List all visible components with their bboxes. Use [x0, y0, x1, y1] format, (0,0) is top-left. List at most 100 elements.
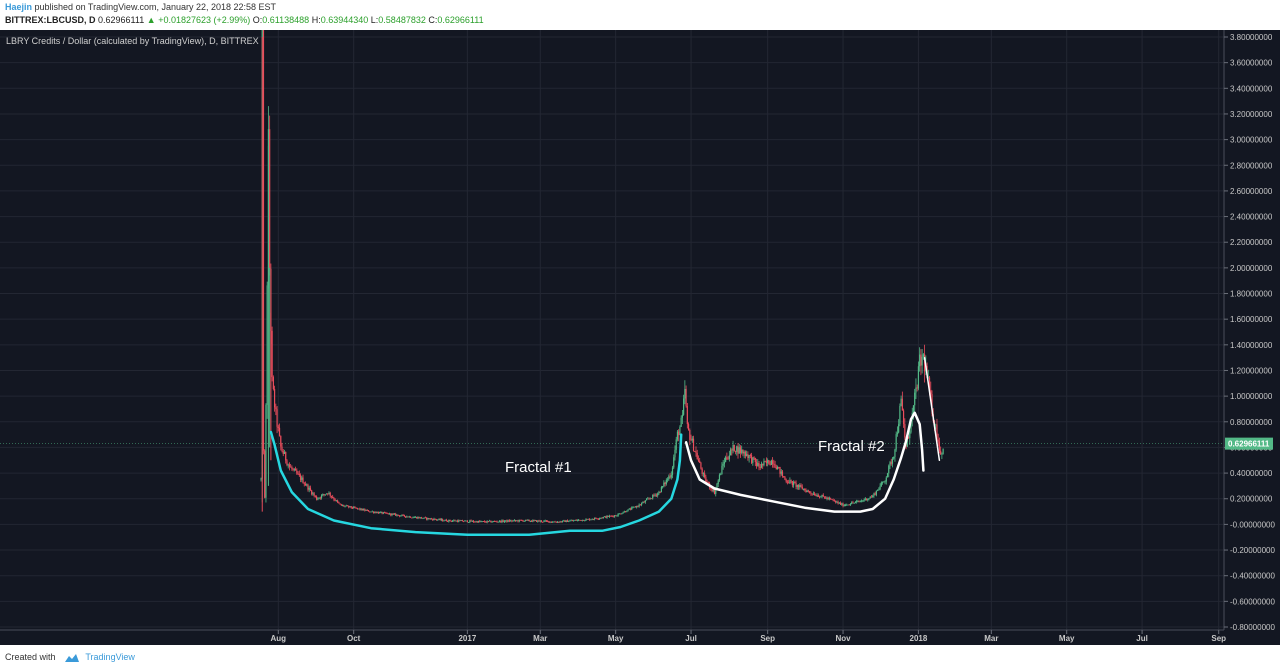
candle-body [801, 486, 803, 490]
publish-line: Haejin published on TradingView.com, Jan… [5, 2, 276, 12]
candle-body [796, 484, 798, 487]
candle-body [574, 520, 576, 521]
candle-body [345, 505, 347, 507]
candle-body [776, 466, 779, 470]
candle-body [831, 499, 833, 500]
candle-body [731, 449, 733, 451]
candle-body [397, 514, 399, 516]
chart-title: LBRY Credits / Dollar (calculated by Tra… [6, 36, 259, 46]
candle-body [304, 483, 307, 486]
tradingview-logo-icon [65, 653, 80, 662]
candle-body [496, 521, 498, 523]
candle-body [906, 437, 908, 447]
candle-body [752, 457, 754, 463]
time-axis[interactable]: Aug Oct 2017 Mar May Jul Sep Nov 2018 Mar May Jul Se… [0, 629, 1226, 643]
candle-body [775, 467, 777, 470]
candle-body [447, 521, 449, 523]
y-tick-label: 1.60000000 [1230, 315, 1273, 324]
candle-body [653, 494, 655, 496]
candle-body [818, 496, 821, 498]
candle-body [675, 439, 677, 450]
candle-body [348, 505, 350, 508]
candle-body [705, 477, 707, 483]
candle-body [365, 510, 367, 511]
candle-body [414, 516, 417, 518]
price-axis[interactable]: 3.80000000 3.60000000 3.40000000 3.20000000… [1223, 30, 1280, 645]
tradingview-brand[interactable]: TradingView [85, 652, 135, 662]
candle-body [898, 424, 900, 433]
candle-body [618, 513, 620, 515]
candle-body [577, 519, 580, 521]
candle-body [862, 500, 864, 502]
candle-body [681, 414, 683, 418]
candle-body [927, 377, 929, 379]
candle-body [783, 476, 785, 478]
candle-body [758, 463, 760, 468]
y-tick-label: 3.20000000 [1230, 110, 1273, 119]
candle-body [603, 516, 606, 518]
candle-body [487, 520, 489, 522]
candle-body [725, 457, 727, 462]
candle-body [522, 520, 524, 522]
open-label: O: [252, 15, 263, 25]
candle-body [750, 455, 753, 463]
candle-body [325, 493, 328, 495]
candle-body [322, 494, 324, 496]
candle-body [355, 507, 357, 509]
candle-body [881, 481, 884, 483]
candle-body [738, 447, 740, 454]
fractal-2-curve [684, 411, 925, 513]
candle-body [512, 520, 514, 522]
candle-body [290, 466, 292, 468]
candle-body [848, 504, 850, 506]
candle-body [736, 446, 738, 452]
candle-body [385, 512, 387, 514]
candle-body [859, 501, 861, 503]
candle-body [668, 476, 670, 480]
candle-body [644, 500, 646, 503]
candle-body [779, 466, 781, 474]
candle-body [804, 488, 806, 490]
candle-body [657, 493, 659, 496]
candle-body [728, 455, 730, 459]
candle-body [341, 505, 344, 507]
candle-body [633, 506, 635, 508]
candle-body [406, 516, 408, 518]
candle-body [429, 518, 431, 520]
candle-body [612, 516, 614, 517]
candle-body [720, 474, 722, 476]
x-tick-label: Sep [1211, 634, 1226, 643]
candle-body [791, 481, 793, 486]
open-value: 0.61138488 [262, 15, 310, 25]
low-label: L: [370, 15, 379, 25]
candle-body [418, 517, 420, 519]
chart-area[interactable]: Fractal #1 Fractal #2 3.80000000 3.6000000… [0, 30, 1280, 645]
candle-body [356, 507, 358, 509]
candle-body [313, 493, 315, 496]
candle-body [886, 473, 889, 478]
candle-body [362, 509, 365, 511]
candle-body [506, 520, 508, 522]
candle-body [370, 511, 372, 513]
candle-body [904, 424, 906, 438]
candle-body [445, 519, 447, 522]
author-link[interactable]: Haejin [5, 2, 33, 12]
candle-body [936, 424, 938, 440]
candle-body [427, 518, 429, 520]
candle-body [491, 521, 493, 523]
candle-body [765, 461, 768, 463]
candle-body [333, 497, 335, 500]
candle-body [474, 521, 476, 523]
candle-body [606, 515, 608, 518]
fractal-1-curve [269, 430, 683, 536]
candle-body [691, 438, 693, 441]
candle-body [346, 505, 349, 507]
candle-body [628, 508, 630, 510]
y-tick-label: 2.80000000 [1230, 161, 1273, 170]
candle-body [358, 508, 360, 510]
candle-body [553, 521, 555, 523]
candle-body [749, 455, 751, 456]
candle-body [388, 513, 391, 515]
y-tick-label: -0.00000000 [1230, 520, 1275, 529]
price-chart[interactable]: Fractal #1 Fractal #2 3.80000000 3.6000000… [0, 30, 1280, 645]
